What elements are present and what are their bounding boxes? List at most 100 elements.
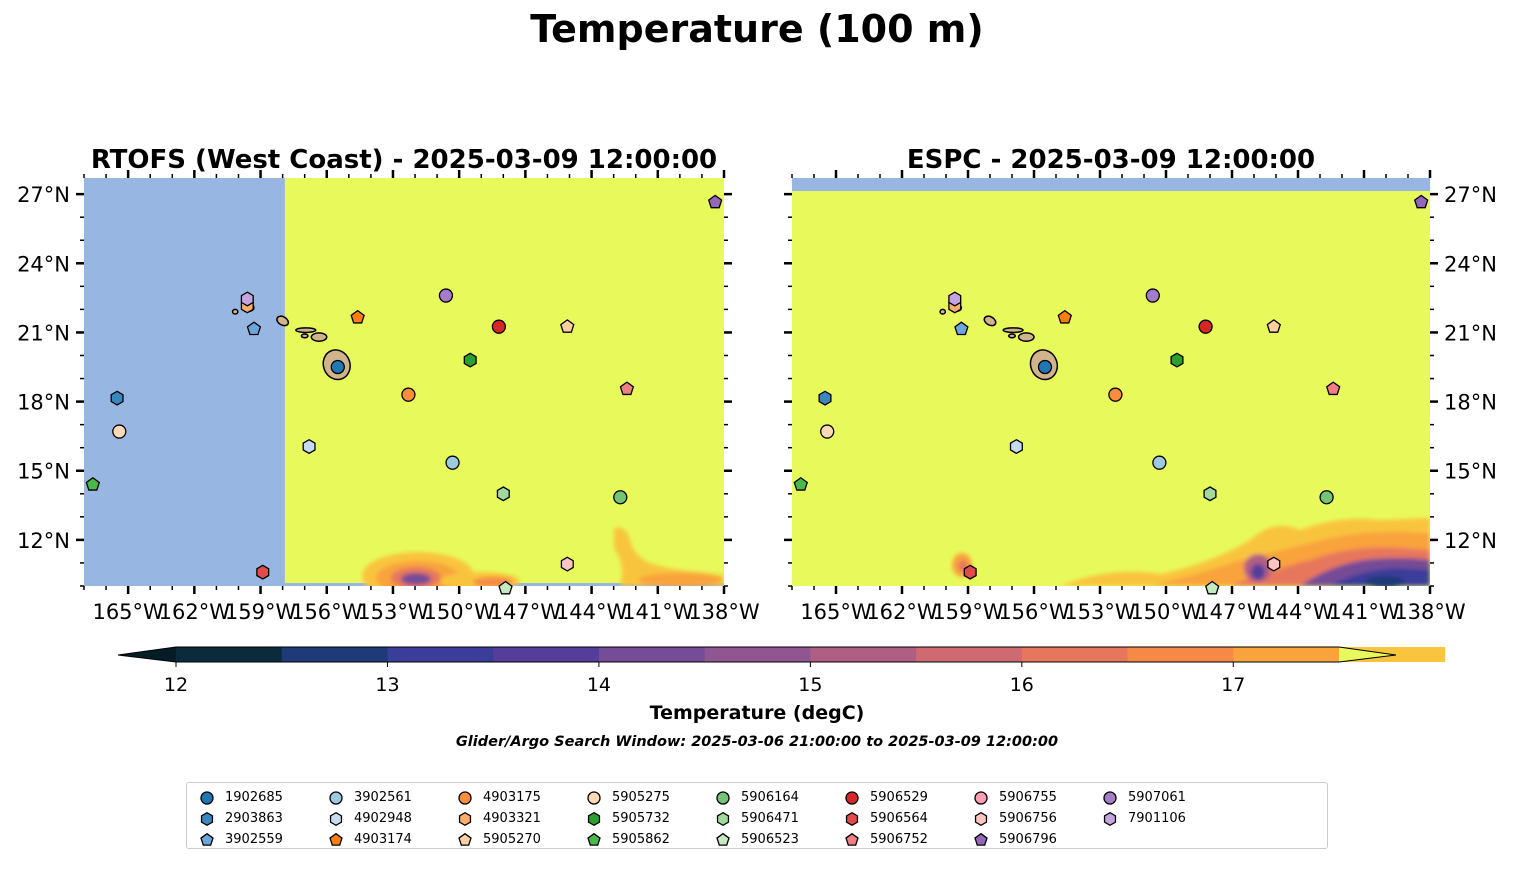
espc-float-markers: [793, 194, 1429, 595]
legend-label: 7901106: [1128, 811, 1186, 826]
legend-item-4903174: 4903174: [328, 829, 412, 850]
legend-item-5905275: 5905275: [586, 787, 670, 808]
legend-item-3902561: 3902561: [328, 787, 412, 808]
rtofs-cool-water-contours: [362, 527, 724, 586]
legend-marker-circle-icon: [587, 790, 601, 805]
y-tick-label: 12°N: [1444, 529, 1497, 553]
legend-marker-circle-icon: [458, 790, 472, 805]
y-tick-label: 27°N: [1444, 183, 1497, 207]
legend-marker-circle-icon: [329, 790, 343, 805]
y-tick-label: 18°N: [17, 391, 70, 415]
legend-column: 5905275 5905732 5905862: [586, 787, 670, 850]
float-marker-5905862: [85, 476, 101, 491]
legend-swatch: [974, 811, 988, 826]
float-marker-3902559: [954, 321, 969, 336]
legend-marker-hexagon-icon: [587, 811, 601, 826]
legend-marker-pentagon-icon: [974, 832, 988, 846]
legend-marker-pentagon-icon: [458, 832, 472, 846]
float-marker-5906529: [1198, 319, 1213, 334]
legend-marker-circle-icon: [716, 790, 730, 805]
rtofs-outside-domain: [84, 178, 285, 586]
legend-item-5906752: 5906752: [844, 829, 928, 850]
x-tick-label: 156°W: [291, 600, 363, 624]
legend-marker-circle-icon: [200, 790, 214, 805]
x-tick-label: 138°W: [1394, 600, 1466, 624]
legend-item-1902685: 1902685: [199, 787, 283, 808]
float-marker-5906471: [1203, 486, 1217, 502]
y-tick-label: 12°N: [17, 529, 70, 553]
legend-item-4903175: 4903175: [457, 787, 541, 808]
float-marker-2903863: [110, 390, 124, 406]
y-tick-label: 21°N: [1444, 321, 1497, 345]
legend-column: 4903175 4903321 5905270: [457, 787, 541, 850]
legend-marker-hexagon-icon: [329, 811, 343, 826]
legend-marker-hexagon-icon: [974, 811, 988, 826]
legend-item-7901106: 7901106: [1102, 808, 1186, 829]
legend-label: 5906164: [741, 790, 799, 805]
float-marker-2903863: [818, 390, 832, 406]
legend-item-4903321: 4903321: [457, 808, 541, 829]
x-tick-label: 147°W: [490, 600, 562, 624]
legend-swatch: [1103, 790, 1117, 805]
y-tick-label: 21°N: [17, 321, 70, 345]
legend-marker-hexagon-icon: [200, 811, 214, 826]
x-tick-label: 162°W: [866, 600, 938, 624]
legend-item-5906756: 5906756: [973, 808, 1057, 829]
float-legend: 1902685 2903863 3902559 3902561 4902948 49031…: [186, 782, 1328, 849]
legend-marker-hexagon-icon: [1103, 811, 1117, 826]
float-marker-5905732: [463, 352, 477, 368]
legend-marker-hexagon-icon: [845, 811, 859, 826]
float-marker-1902685: [330, 359, 345, 375]
legend-item-2903863: 2903863: [199, 808, 283, 829]
x-tick-label: 159°W: [225, 600, 297, 624]
legend-label: 5906529: [870, 790, 928, 805]
legend-label: 3902559: [225, 832, 283, 847]
island-shape: [1017, 332, 1035, 342]
island-shape: [231, 308, 239, 315]
legend-swatch: [1103, 811, 1117, 826]
float-marker-5905862: [793, 476, 809, 491]
float-marker-4902948: [1009, 438, 1023, 455]
float-marker-5906164: [613, 490, 628, 505]
legend-label: 2903863: [225, 811, 283, 826]
legend-label: 1902685: [225, 790, 283, 805]
float-marker-1902685: [1037, 359, 1053, 375]
colorbar-level: [387, 647, 494, 662]
legend-label: 5907061: [1128, 790, 1186, 805]
colorbar-level: [493, 647, 600, 662]
x-tick-label: 165°W: [92, 600, 164, 624]
float-marker-3902561: [445, 455, 460, 470]
legend-marker-pentagon-icon: [329, 832, 343, 846]
legend-marker-circle-icon: [1103, 790, 1117, 805]
legend-item-4902948: 4902948: [328, 808, 412, 829]
legend-label: 4903175: [483, 790, 541, 805]
x-tick-label: 141°W: [1328, 600, 1400, 624]
legend-swatch: [716, 832, 730, 846]
float-marker-4903175: [401, 387, 416, 402]
legend-swatch: [329, 790, 343, 805]
legend-label: 5906523: [741, 832, 799, 847]
legend-swatch: [200, 832, 214, 846]
legend-marker-pentagon-icon: [845, 832, 859, 846]
y-tick-label: 18°N: [1444, 391, 1497, 415]
colorbar-tick-label: 14: [587, 674, 611, 696]
legend-swatch: [458, 832, 472, 846]
float-marker-5907061: [1145, 288, 1160, 303]
legend-swatch: [845, 811, 859, 826]
legend-swatch: [200, 790, 214, 805]
espc-cool-water-contours: [952, 518, 1430, 586]
float-marker-5905270: [560, 319, 575, 333]
legend-marker-pentagon-icon: [200, 832, 214, 846]
legend-item-5905862: 5905862: [586, 829, 670, 850]
legend-label: 5906752: [870, 832, 928, 847]
float-marker-5906752: [619, 381, 635, 396]
island-shape: [310, 332, 328, 342]
legend-marker-circle-icon: [845, 790, 859, 805]
rtofs-panel-title: RTOFS (West Coast) - 2025-03-09 12:00:00: [91, 145, 717, 175]
figure-title: Temperature (100 m): [530, 7, 983, 51]
x-tick-label: 153°W: [357, 600, 429, 624]
legend-marker-pentagon-icon: [716, 832, 730, 846]
float-marker-5907061: [438, 288, 454, 303]
legend-item-3902559: 3902559: [199, 829, 283, 850]
legend-item-5905270: 5905270: [457, 829, 541, 850]
